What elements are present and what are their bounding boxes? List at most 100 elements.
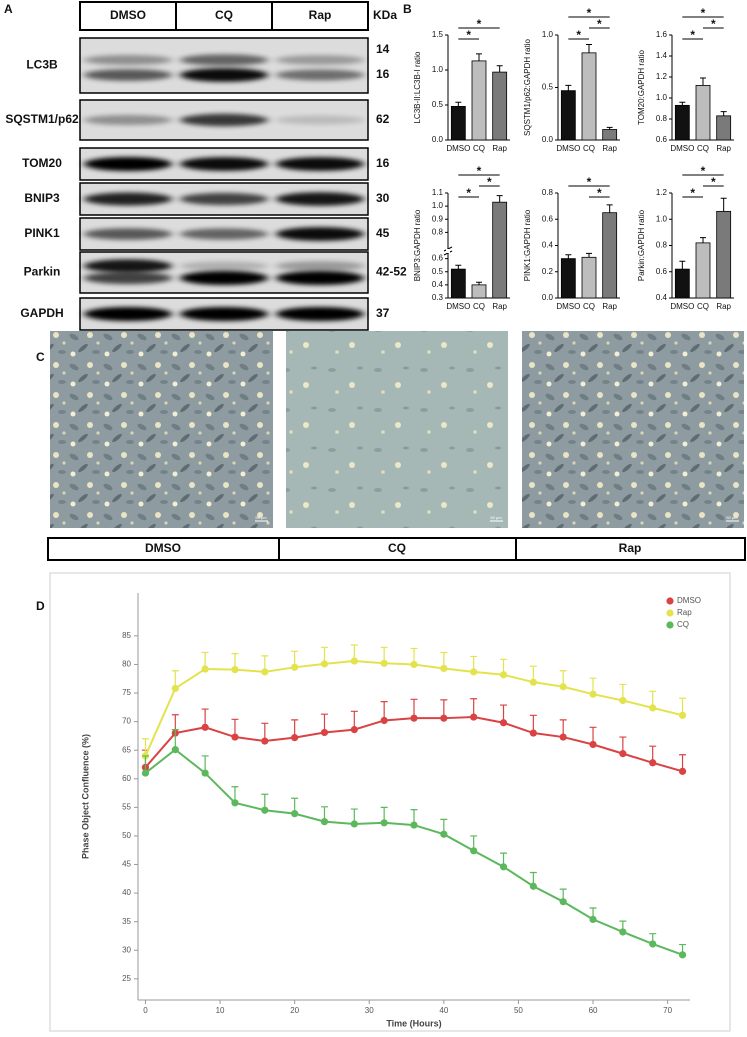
micrograph bbox=[286, 331, 508, 528]
data-point bbox=[649, 940, 657, 948]
x-tick-label: Rap bbox=[716, 144, 731, 153]
data-point bbox=[589, 690, 597, 698]
x-tick-label: 40 bbox=[439, 1006, 448, 1015]
blot-band bbox=[179, 307, 269, 321]
y-tick-label: 0.4 bbox=[432, 280, 444, 289]
protein-label: BNIP3 bbox=[24, 191, 60, 205]
y-axis-label: PINK1:GAPDH ratio bbox=[523, 209, 532, 281]
bar bbox=[674, 268, 690, 299]
bar bbox=[602, 212, 618, 299]
data-point bbox=[291, 663, 299, 671]
x-tick-label: DMSO bbox=[670, 302, 694, 311]
x-tick-label: 20 bbox=[290, 1006, 299, 1015]
bar bbox=[471, 60, 487, 141]
error-bar bbox=[586, 43, 592, 53]
blot-band bbox=[179, 261, 269, 271]
legend-label: Rap bbox=[677, 608, 692, 617]
blot-band bbox=[179, 54, 269, 66]
y-tick-label: 0.9 bbox=[432, 214, 444, 223]
bar bbox=[602, 129, 618, 141]
data-point bbox=[499, 719, 508, 727]
data-point bbox=[649, 704, 657, 712]
y-tick-label: 1.4 bbox=[656, 51, 668, 60]
data-point bbox=[499, 863, 508, 871]
bar bbox=[560, 258, 576, 299]
size-label: 62 bbox=[376, 112, 390, 126]
blot-band bbox=[275, 192, 365, 206]
y-tick-label: 0.6 bbox=[432, 254, 444, 263]
data-point bbox=[141, 769, 150, 777]
bar bbox=[716, 115, 732, 141]
data-point bbox=[678, 711, 687, 719]
x-tick-label: DMSO bbox=[446, 144, 470, 153]
y-tick-label: 0.8 bbox=[542, 188, 554, 197]
x-tick-label: Rap bbox=[492, 302, 507, 311]
error-bar bbox=[606, 126, 613, 130]
y-axis-label: Parkin:GAPDH ratio bbox=[637, 209, 646, 281]
data-point bbox=[410, 714, 418, 722]
size-label: 16 bbox=[376, 67, 390, 81]
data-point bbox=[589, 915, 597, 924]
significance-label: * bbox=[690, 186, 695, 200]
panel-label: B bbox=[403, 2, 412, 16]
significance-label: * bbox=[701, 6, 706, 20]
y-tick-label: 0.0 bbox=[432, 135, 444, 144]
error-bar bbox=[586, 252, 592, 258]
condition-label: DMSO bbox=[145, 541, 181, 555]
y-tick-label: 1.6 bbox=[656, 30, 668, 39]
y-tick-label: 0.8 bbox=[656, 241, 668, 250]
data-point bbox=[470, 847, 478, 855]
data-point bbox=[619, 928, 627, 936]
blot-band bbox=[83, 307, 173, 321]
data-point bbox=[678, 951, 687, 959]
lane-header bbox=[79, 1, 369, 31]
y-tick-label: 0.8 bbox=[656, 114, 668, 123]
y-axis-label: Phase Object Confluence (%) bbox=[80, 734, 90, 859]
protein-label: GAPDH bbox=[20, 306, 63, 320]
blot-band bbox=[83, 228, 173, 240]
significance-label: * bbox=[466, 28, 471, 42]
micrograph bbox=[50, 331, 273, 528]
bar-chart: 0.3 0.4 0.5 0.6 0.8 0.9 1.0 1.1 BNIP3:GAPDH rati… bbox=[413, 164, 510, 311]
legend-marker bbox=[666, 621, 674, 629]
error-bar bbox=[496, 195, 503, 203]
significance-label: * bbox=[487, 175, 492, 189]
significance-label: * bbox=[477, 164, 482, 178]
error-bar bbox=[496, 65, 503, 73]
data-point bbox=[470, 713, 478, 721]
y-tick-label: 0.6 bbox=[542, 214, 554, 223]
panel-label: A bbox=[4, 2, 13, 16]
data-point bbox=[201, 665, 209, 673]
blot-band bbox=[275, 69, 365, 81]
error-bar bbox=[606, 204, 613, 213]
blot-band bbox=[275, 271, 365, 285]
x-tick-label: CQ bbox=[583, 302, 595, 311]
protein-label: LC3B bbox=[26, 58, 58, 72]
y-tick-label: 50 bbox=[122, 831, 131, 840]
data-point bbox=[291, 734, 299, 742]
y-tick-label: 0.4 bbox=[542, 241, 554, 250]
blot-band bbox=[275, 261, 365, 271]
data-point bbox=[619, 750, 627, 758]
significance-label: * bbox=[587, 6, 592, 20]
blot-band bbox=[83, 69, 173, 81]
bar bbox=[695, 85, 711, 141]
error-bar bbox=[720, 111, 727, 116]
data-point bbox=[470, 668, 478, 676]
blot-band bbox=[275, 157, 365, 171]
error-bar bbox=[700, 237, 706, 243]
y-axis-label: BNIP3:GAPDH ratio bbox=[413, 209, 422, 281]
blot-band bbox=[179, 157, 269, 171]
data-point bbox=[619, 696, 627, 705]
blot-band bbox=[275, 307, 365, 321]
protein-label: SQSTM1/p62 bbox=[5, 112, 79, 126]
data-point bbox=[320, 660, 329, 668]
size-label: 14 bbox=[376, 42, 390, 56]
data-point bbox=[320, 818, 329, 826]
size-label: 37 bbox=[376, 306, 390, 320]
data-point bbox=[261, 668, 269, 676]
scale-bar-label: 50 μm bbox=[726, 515, 738, 520]
y-tick-label: 0.6 bbox=[656, 135, 668, 144]
y-tick-label: 60 bbox=[122, 774, 131, 783]
x-tick-label: DMSO bbox=[446, 302, 470, 311]
